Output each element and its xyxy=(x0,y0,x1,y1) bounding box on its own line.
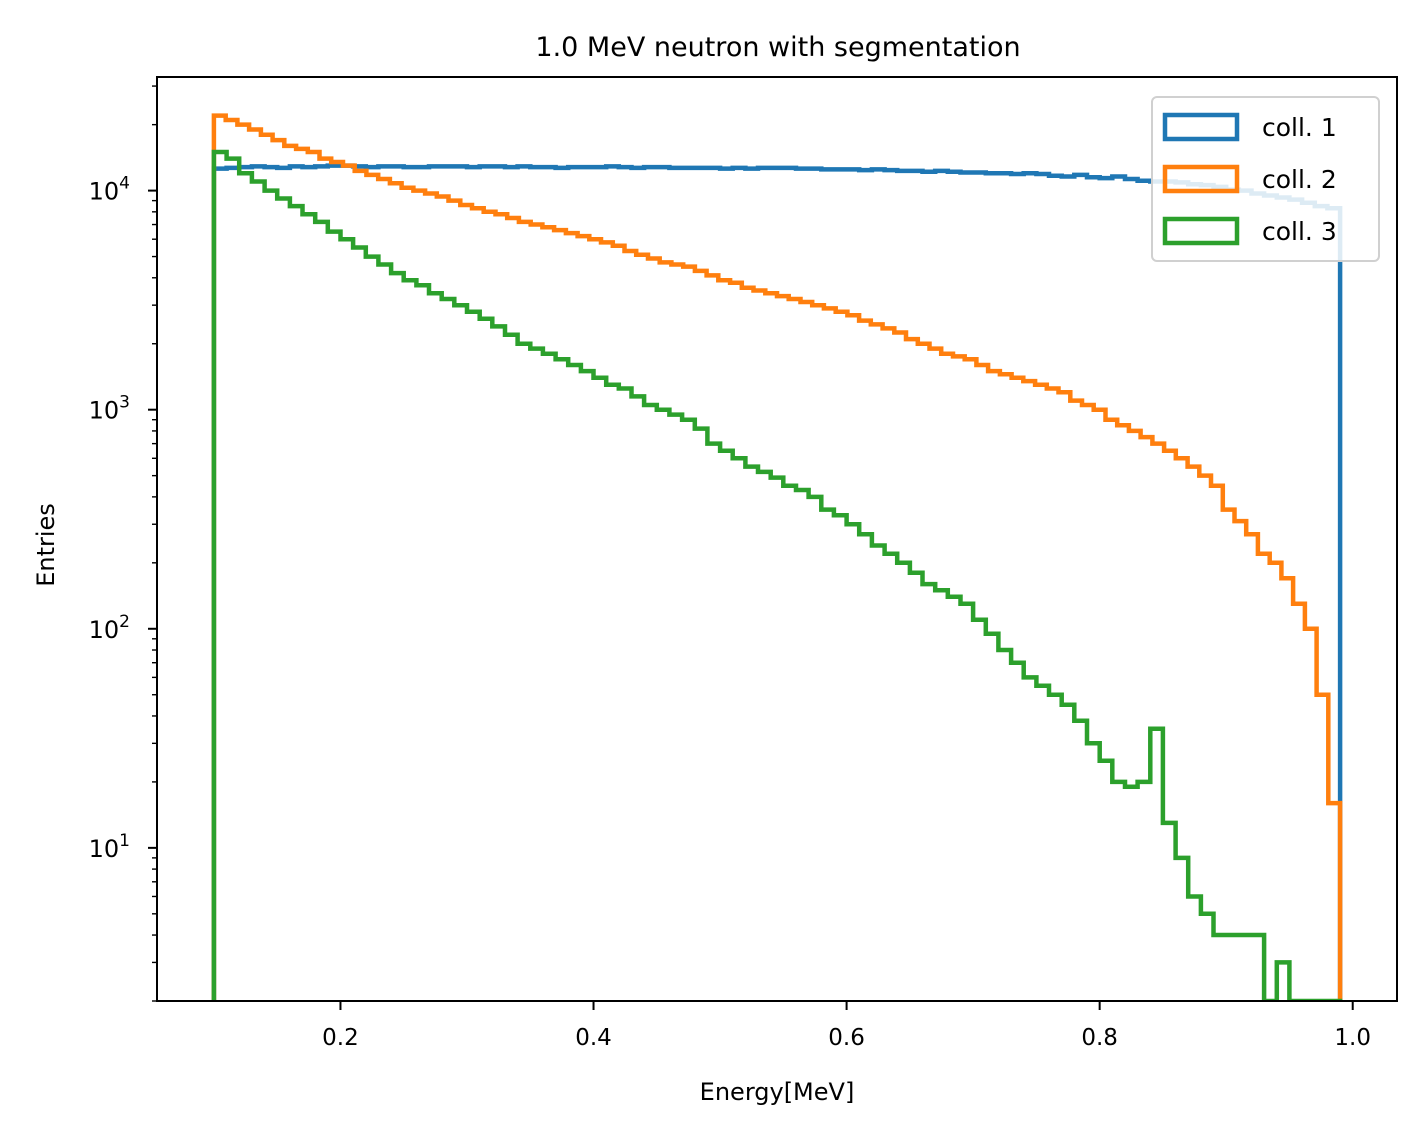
series-line-2 xyxy=(211,113,1343,1001)
y-axis: 101 102 103 104 xyxy=(89,85,157,1002)
y-tick-label: 102 xyxy=(89,612,130,644)
legend-label: coll. 1 xyxy=(1262,113,1337,142)
y-tick-label: 104 xyxy=(89,174,130,206)
x-tick-label: 0.8 xyxy=(1081,1025,1118,1051)
chart-title: 1.0 MeV neutron with segmentation xyxy=(535,32,1020,63)
x-tick-label: 0.4 xyxy=(575,1025,612,1051)
legend-label: coll. 3 xyxy=(1262,217,1337,246)
plot-frame xyxy=(156,76,1398,1002)
y-tick-label: 103 xyxy=(89,393,130,425)
x-tick-label: 0.2 xyxy=(322,1025,359,1051)
legend-label: coll. 2 xyxy=(1262,165,1337,194)
legend: coll. 1 coll. 2 coll. 3 xyxy=(1151,96,1380,262)
series-line-3 xyxy=(211,149,1343,1001)
x-tick-label: 0.6 xyxy=(828,1025,865,1051)
y-axis-label: Entries xyxy=(32,503,60,587)
legend-swatch xyxy=(1162,216,1240,246)
y-tick-label: 101 xyxy=(89,831,130,863)
x-tick-label: 1.0 xyxy=(1334,1025,1371,1051)
legend-swatch xyxy=(1162,112,1240,142)
x-axis-label: Energy[MeV] xyxy=(700,1078,855,1106)
legend-swatch xyxy=(1162,164,1240,194)
x-axis: 0.2 0.4 0.6 0.8 1.0 xyxy=(322,1001,1371,1051)
